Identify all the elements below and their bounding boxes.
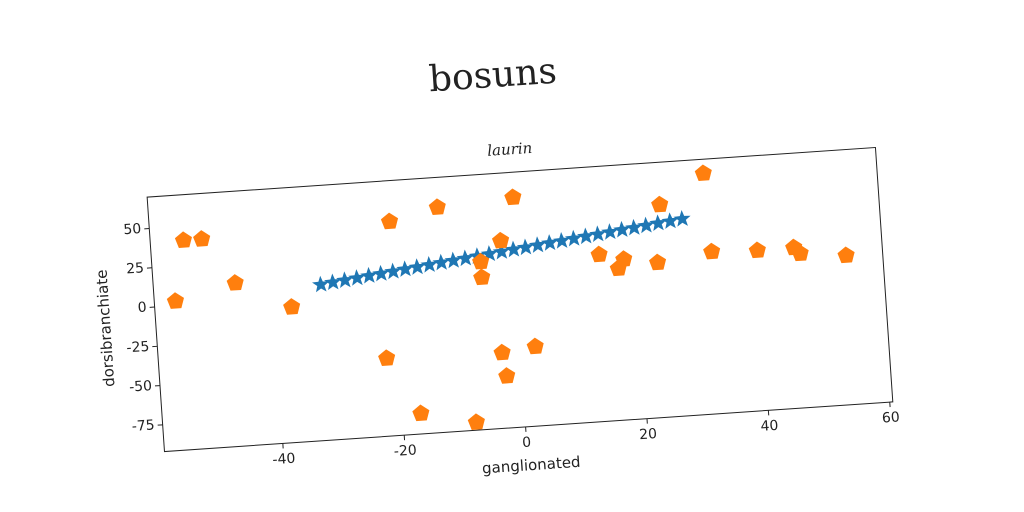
x-tick-label: 60 [881, 409, 900, 426]
y-tick-label: 50 [123, 221, 142, 238]
pentagon-point [703, 242, 721, 260]
star-point [528, 236, 547, 253]
star-point [456, 249, 474, 267]
star-point [312, 275, 330, 293]
star-point [613, 220, 631, 238]
x-tick-label: 0 [522, 435, 532, 452]
pentagon-point [694, 164, 712, 181]
pentagon-point [472, 252, 490, 270]
pentagon-point [649, 253, 667, 271]
star-point [408, 258, 426, 275]
star-point [504, 240, 522, 258]
pentagon-point [615, 250, 633, 267]
star-point [564, 229, 583, 247]
x-tick-label: 40 [760, 418, 779, 435]
star-point [324, 273, 342, 291]
pentagon-point [493, 343, 511, 361]
star-point [372, 264, 390, 282]
pentagon-point [226, 274, 244, 291]
y-tick-label: 25 [126, 260, 145, 277]
star-point [348, 269, 366, 286]
pentagon-point [467, 413, 485, 430]
pentagon-point [378, 349, 396, 366]
y-tick-label: -25 [126, 339, 150, 357]
pentagon-point [380, 212, 399, 230]
star-point [553, 231, 571, 249]
star-point [516, 238, 534, 256]
pentagon-point [283, 298, 301, 315]
pentagon-point [193, 230, 211, 247]
chart-subtitle: laurin [487, 139, 533, 160]
star-point [540, 234, 558, 251]
axes-frame [146, 146, 894, 453]
pentagon-point [791, 244, 809, 262]
star-point [661, 212, 679, 229]
pentagon-point [166, 292, 184, 309]
x-tick-label: 20 [639, 426, 658, 443]
pentagon-point [491, 231, 510, 249]
y-tick-label: -75 [131, 417, 155, 435]
x-tick-label: -20 [393, 442, 417, 460]
pentagon-point [651, 195, 669, 213]
star-point [577, 227, 595, 245]
chart-title: bosuns [428, 51, 559, 101]
pentagon-point [174, 231, 192, 248]
pentagon-point [837, 246, 855, 264]
star-point [432, 253, 450, 271]
y-axis-label: dorsibranchiate [92, 269, 118, 387]
pentagon-point [428, 198, 446, 215]
pentagon-point [498, 367, 516, 384]
star-point [625, 218, 643, 236]
pentagon-point [590, 245, 608, 263]
star-point [637, 216, 655, 234]
y-tick-label: -50 [129, 378, 153, 396]
pentagon-point [748, 241, 766, 259]
star-point [649, 214, 667, 231]
y-tick-label: 0 [137, 300, 147, 317]
star-point [589, 225, 607, 242]
star-point [336, 271, 354, 289]
star-point [360, 266, 378, 284]
x-tick-label: -40 [272, 451, 296, 469]
pentagon-point [504, 188, 522, 206]
pentagon-point [412, 404, 430, 422]
pentagon-point [473, 268, 491, 286]
star-point [480, 245, 498, 262]
plot-area: laurin ganglionated dorsibranchiate -40 -… [92, 139, 900, 478]
star-point [673, 210, 691, 227]
x-axis-label: ganglionated [481, 453, 581, 478]
star-point [384, 262, 402, 280]
star-point [420, 256, 438, 273]
star-point [601, 223, 619, 240]
star-point [444, 251, 462, 269]
star-point [396, 260, 414, 277]
star-point [492, 242, 510, 260]
pentagon-point [526, 337, 544, 355]
